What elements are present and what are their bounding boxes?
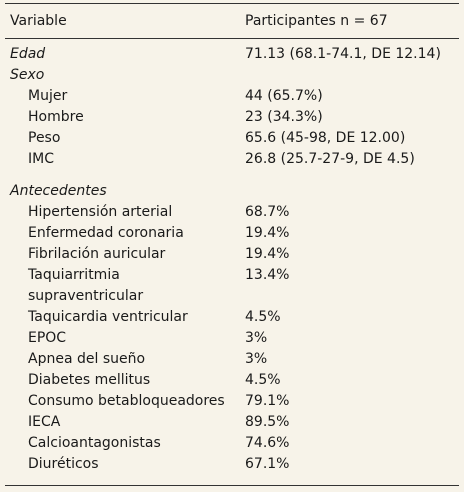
cell-value: 13.4% [245,267,290,283]
table-header: Variable Participantes n = 67 [5,3,459,39]
table: Variable Participantes n = 67 Edad 71.13 … [5,3,459,486]
group-row: Antecedentes [5,181,459,202]
table-row: IECA 89.5% [5,412,459,433]
table-row: Diabetes mellitus 4.5% [5,370,459,391]
table-body: Edad 71.13 (68.1-74.1, DE 12.14) Sexo Mujer… [5,39,459,486]
cell-label: Peso [28,130,61,146]
group-label: Sexo [10,67,45,83]
table-row: Diuréticos 67.1% [5,454,459,475]
group-label: Edad [10,46,46,62]
cell-label: Diuréticos [28,456,99,472]
cell-value: 4.5% [245,372,281,388]
header-cell: Variable [10,13,67,29]
table-row: Hombre 23 (34.3%) [5,107,459,128]
table-row: EPOC 3% [5,328,459,349]
cell-label: IECA [28,414,61,430]
row-group: Antecedentes Hipertensión arterial 68.7% En… [5,181,459,475]
cell-label: Consumo betabloqueadores [28,393,225,409]
row-group: Edad 71.13 (68.1-74.1, DE 12.14) [5,44,459,65]
table-row: Mujer 44 (65.7%) [5,86,459,107]
cell-label: Mujer [28,88,68,104]
cell-value: 65.6 (45-98, DE 12.00) [245,130,406,146]
group-row: Edad 71.13 (68.1-74.1, DE 12.14) [5,44,459,65]
table-row: Peso 65.6 (45-98, DE 12.00) [5,128,459,149]
cell-label: EPOC [28,330,67,346]
table-row: Apnea del sueño 3% [5,349,459,370]
cell-value: 3% [245,330,268,346]
cell-label: Taquicardia ventricular [28,309,188,325]
cell-label: Hipertensión arterial [28,204,173,220]
table-row: Consumo betabloqueadores 79.1% [5,391,459,412]
cell-value: 74.6% [245,435,290,451]
row-group: Sexo Mujer 44 (65.7%) Hombre 23 (34.3%) Peso 6… [5,65,459,170]
cell-value: 19.4% [245,246,290,262]
cell-value: 4.5% [245,309,281,325]
cell-label: Hombre [28,109,84,125]
table-row: Hipertensión arterial 68.7% [5,202,459,223]
cell-label: Fibrilación auricular [28,246,166,262]
group-label: Antecedentes [10,183,107,199]
cell-value: 3% [245,351,268,367]
group-row: Sexo [5,65,459,86]
cell-value: 26.8 (25.7-27-9, DE 4.5) [245,151,415,167]
cell-value: 44 (65.7%) [245,88,323,104]
cell-value: 19.4% [245,225,290,241]
table-row: Taquicardia ventricular 4.5% [5,307,459,328]
table-row: Taquiarritmia supraventricular 13.4% [5,265,459,307]
cell-value: 71.13 (68.1-74.1, DE 12.14) [245,46,441,62]
cell-value: 23 (34.3%) [245,109,323,125]
cell-label: Taquiarritmia supraventricular [28,267,144,304]
table-row: Fibrilación auricular 19.4% [5,244,459,265]
cell-label: IMC [28,151,54,167]
cell-label: Enfermedad coronaria [28,225,184,241]
cell-value: 89.5% [245,414,290,430]
cell-label: Apnea del sueño [28,351,146,367]
table-row: IMC 26.8 (25.7-27-9, DE 4.5) [5,149,459,170]
cell-label: Diabetes mellitus [28,372,151,388]
cell-value: 67.1% [245,456,290,472]
cell-label: Calcioantagonistas [28,435,161,451]
table-row: Calcioantagonistas 74.6% [5,433,459,454]
cell-value: 68.7% [245,204,290,220]
table-row: Enfermedad coronaria 19.4% [5,223,459,244]
header-cell: Participantes n = 67 [245,13,388,29]
cell-value: 79.1% [245,393,290,409]
